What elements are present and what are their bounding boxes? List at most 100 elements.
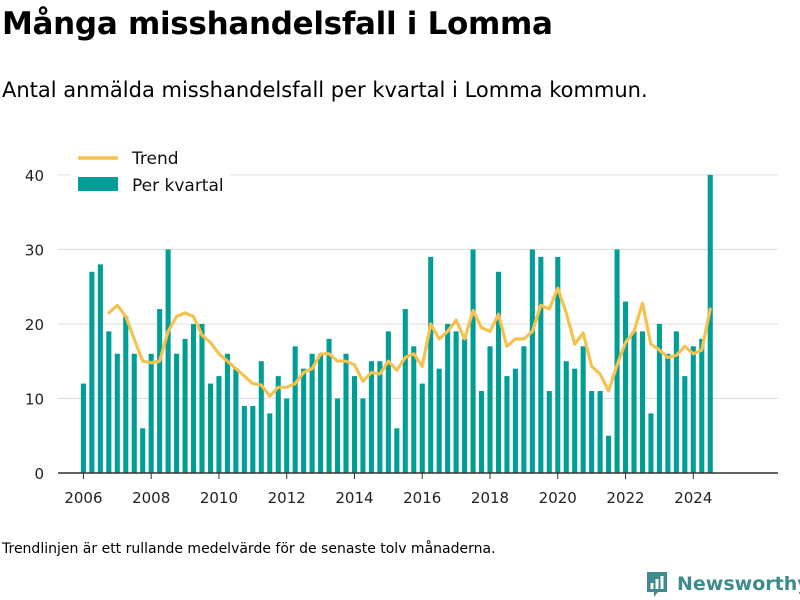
bar <box>326 338 332 473</box>
bar <box>131 353 137 473</box>
bar <box>589 391 595 473</box>
bar <box>309 353 315 473</box>
bar-chart-logo-icon <box>647 572 667 597</box>
brand-name: Newsworthy <box>677 573 800 595</box>
footnote: Trendlinjen är ett rullande medelvärde f… <box>2 541 496 557</box>
bar <box>656 323 662 473</box>
bar <box>419 383 425 473</box>
y-tick-label: 20 <box>25 316 44 334</box>
brand-logo: Newsworthy <box>645 570 800 598</box>
bar <box>334 398 341 473</box>
bar <box>360 398 366 473</box>
bar <box>631 331 637 473</box>
bar <box>148 353 154 473</box>
bar <box>368 361 374 473</box>
bar <box>411 346 417 473</box>
bar <box>292 346 298 473</box>
bar <box>690 346 696 473</box>
bar <box>495 271 502 473</box>
x-tick-label: 2022 <box>606 489 644 507</box>
bar-series <box>80 174 713 473</box>
bar <box>436 368 442 473</box>
bar <box>512 368 518 473</box>
chart-area: 0 10 20 30 40 2006 2008 2010 2012 2014 2016 2018 202… <box>24 145 778 507</box>
bar <box>351 376 358 473</box>
bar <box>597 391 603 473</box>
bar <box>487 346 493 473</box>
bar <box>606 435 612 473</box>
x-tick-label: 2020 <box>539 489 577 507</box>
bar <box>207 383 214 473</box>
legend: Trend Per kvartal <box>70 145 230 201</box>
bar <box>250 405 256 473</box>
legend-label-trend: Trend <box>131 149 179 169</box>
bar <box>258 361 264 473</box>
axes: 0 10 20 30 40 2006 2008 2010 2012 2014 2016 2018 202… <box>25 167 778 507</box>
bar <box>123 316 129 473</box>
y-tick-label: 40 <box>25 167 44 185</box>
bar <box>445 323 451 473</box>
legend-label-bars: Per kvartal <box>132 176 224 196</box>
bar <box>284 398 290 473</box>
bar <box>241 405 247 473</box>
bar <box>453 331 459 473</box>
bar <box>343 353 349 473</box>
x-tick-label: 2008 <box>132 489 170 507</box>
y-tick-label: 10 <box>25 390 44 408</box>
bar <box>216 376 222 473</box>
x-tick-label: 2018 <box>471 489 509 507</box>
bar <box>140 428 146 473</box>
bar <box>377 361 383 473</box>
bar <box>707 174 713 473</box>
bar <box>521 346 527 473</box>
y-tick-label: 30 <box>25 241 44 259</box>
bar <box>275 376 281 473</box>
x-tick-label: 2010 <box>200 489 238 507</box>
bar <box>682 376 688 473</box>
bar <box>555 256 561 473</box>
bar <box>622 301 629 473</box>
bar <box>529 249 535 473</box>
x-tick-label: 2006 <box>64 489 102 507</box>
x-tick-label: 2024 <box>674 489 712 507</box>
chart-subtitle: Antal anmälda misshandelsfall per kvarta… <box>2 78 648 102</box>
bar <box>182 338 188 473</box>
chart-title: Många misshandelsfall i Lomma <box>2 6 553 42</box>
bar <box>157 309 163 473</box>
bar <box>673 331 679 473</box>
x-tick-label: 2014 <box>335 489 373 507</box>
bar <box>428 256 434 473</box>
bar <box>665 353 671 473</box>
bar <box>538 256 544 473</box>
bar <box>572 368 578 473</box>
bar <box>580 346 586 473</box>
legend-swatch-bars <box>78 177 118 191</box>
bar <box>114 353 120 473</box>
bar <box>165 249 171 473</box>
bar <box>106 331 112 473</box>
bar <box>699 338 705 473</box>
bar <box>648 413 654 473</box>
bar <box>318 353 324 473</box>
bar <box>233 368 239 473</box>
x-tick-label: 2016 <box>403 489 441 507</box>
bar <box>190 323 197 473</box>
bar <box>174 353 180 473</box>
bar <box>470 249 476 473</box>
bar <box>267 413 273 473</box>
bar <box>402 309 408 473</box>
bar <box>385 331 391 473</box>
bar <box>504 376 510 473</box>
bar <box>563 361 569 473</box>
trend-series <box>107 286 712 398</box>
legend-background <box>70 145 230 201</box>
bar <box>89 271 95 473</box>
bar <box>394 428 400 473</box>
bar <box>224 353 230 473</box>
bar <box>478 391 485 473</box>
bar <box>80 383 86 473</box>
bar <box>199 323 205 473</box>
bar <box>639 331 646 473</box>
x-tick-label: 2012 <box>268 489 306 507</box>
trend-line <box>107 286 712 398</box>
